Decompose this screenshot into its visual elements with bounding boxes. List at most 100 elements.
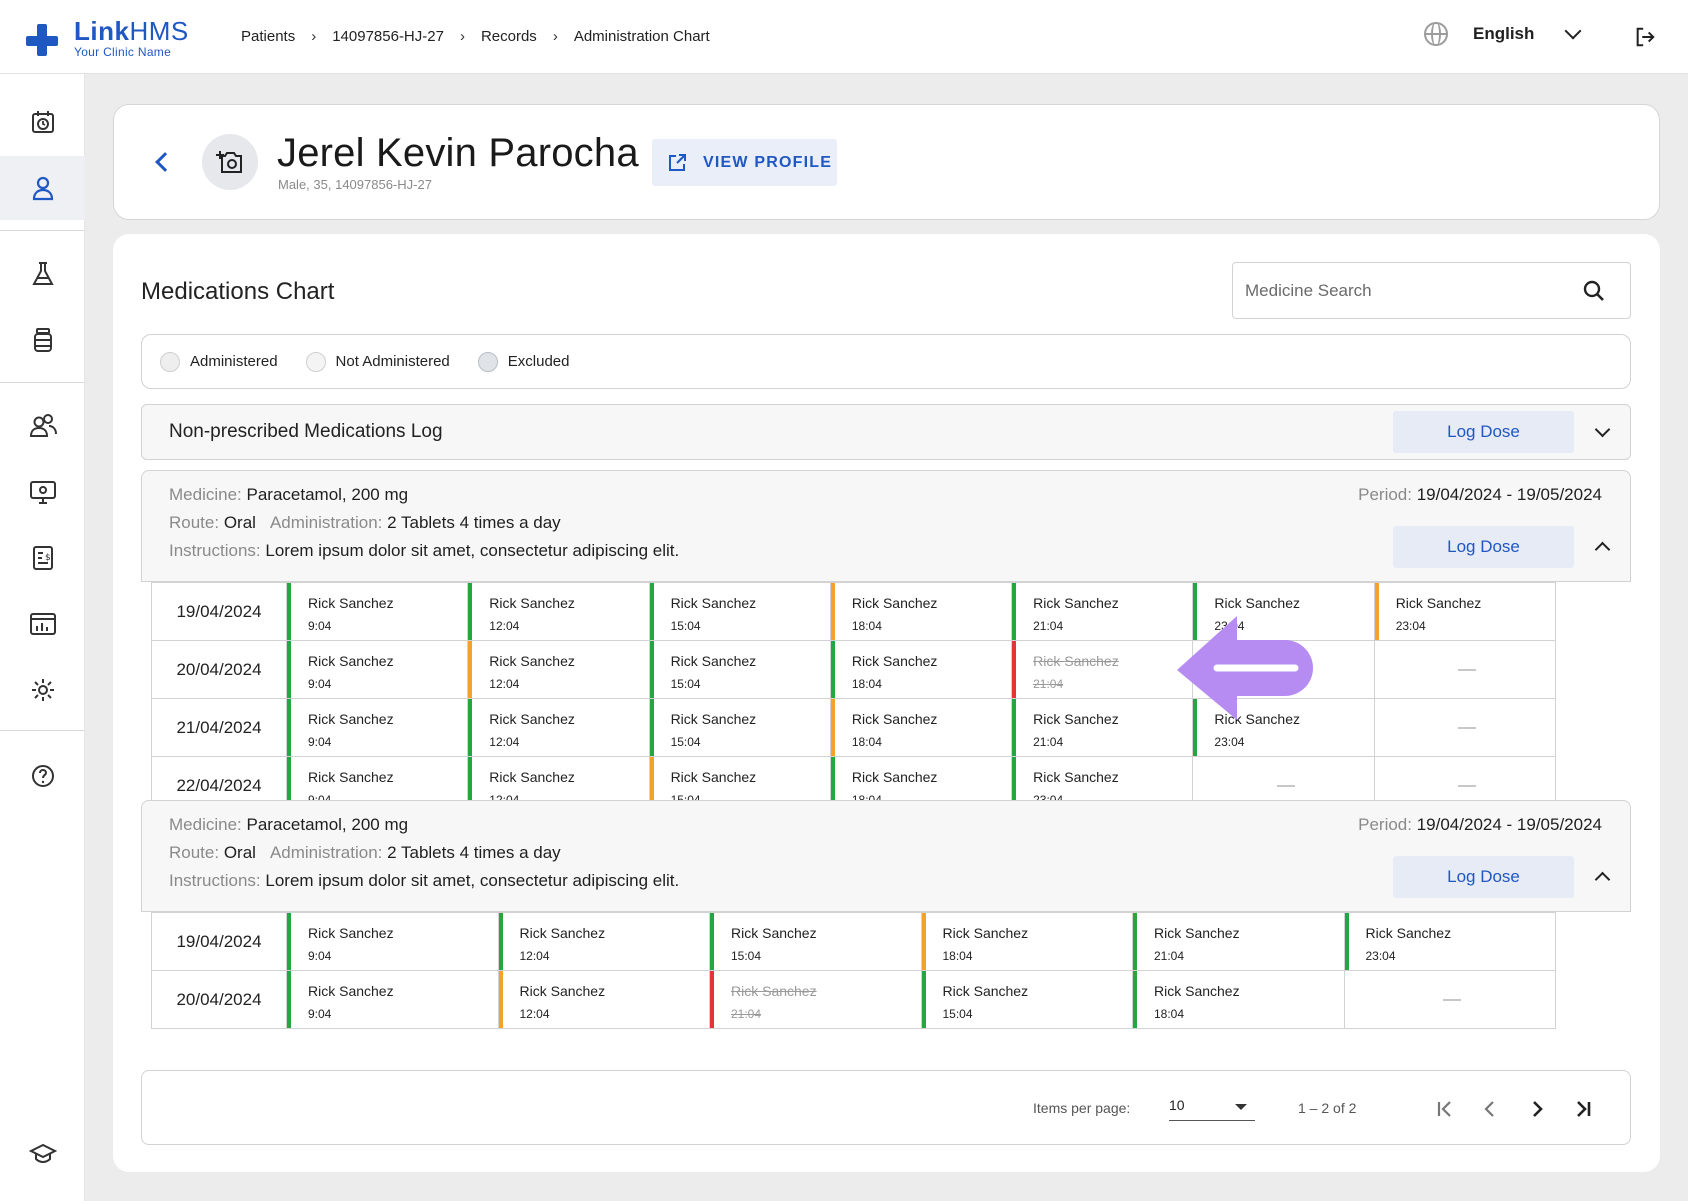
dose-cell[interactable]: Rick Sanchez 15:04 [648, 640, 831, 699]
medicine-value: Paracetamol, 200 mg [246, 485, 409, 504]
dose-cell[interactable]: Rick Sanchez 18:04 [829, 640, 1013, 699]
dose-time: 15:04 [670, 735, 701, 749]
dose-cell[interactable]: Rick Sanchez 9:04 [286, 912, 499, 971]
dose-cell[interactable]: Rick Sanchez 18:04 [829, 698, 1013, 757]
sidebar-item-training[interactable] [0, 1122, 85, 1186]
administered-by: Rick Sanchez [1033, 769, 1119, 785]
dose-cell[interactable] [1373, 640, 1557, 699]
dose-row: 19/04/2024 Rick Sanchez 9:04 Rick Sanchez 12… [151, 582, 1557, 641]
sidebar-item-pharmacy[interactable] [0, 308, 85, 372]
administered-by: Rick Sanchez [670, 769, 757, 785]
dose-entry: Rick Sanchez 21:04 [1133, 913, 1344, 970]
last-page-icon[interactable] [1571, 1097, 1595, 1121]
dose-cell[interactable]: Rick Sanchez 15:04 [709, 912, 922, 971]
avatar[interactable] [202, 134, 258, 190]
dose-entry: Rick Sanchez 9:04 [287, 583, 467, 640]
dose-cell[interactable]: Rick Sanchez 12:04 [467, 582, 650, 641]
breadcrumb-patient-id[interactable]: 14097856-HJ-27 [332, 28, 444, 45]
legend-label: Administered [190, 353, 278, 370]
patient-name: Jerel Kevin Parocha [277, 131, 639, 175]
administered-by: Rick Sanchez [308, 595, 394, 611]
dose-time: 18:04 [851, 735, 882, 749]
dose-entry: Rick Sanchez 18:04 [830, 641, 1011, 698]
next-page-icon[interactable] [1525, 1097, 1549, 1121]
administered-by: Rick Sanchez [1154, 925, 1240, 941]
log-dose-button[interactable]: Log Dose [1393, 411, 1574, 453]
dose-row: 20/04/2024 Rick Sanchez 9:04 Rick Sanchez 12… [151, 640, 1557, 699]
dose-cell[interactable]: Rick Sanchez 15:04 [648, 582, 831, 641]
view-profile-label: VIEW PROFILE [703, 153, 833, 171]
dose-cell[interactable]: Rick Sanchez 9:04 [285, 698, 469, 757]
breadcrumb-patients[interactable]: Patients [241, 28, 296, 45]
chevron-down-icon[interactable] [1594, 421, 1611, 438]
breadcrumb-records[interactable]: Records [480, 28, 537, 45]
dose-cell[interactable]: Rick Sanchez 21:04 [1132, 912, 1345, 971]
first-page-icon[interactable] [1433, 1097, 1457, 1121]
dose-cell[interactable]: Rick Sanchez 12:04 [467, 640, 650, 699]
app-logo[interactable]: LinkHMS Your Clinic Name [26, 18, 189, 59]
svg-text:$: $ [45, 553, 51, 563]
medicine-search [1232, 262, 1631, 319]
sidebar-item-reports[interactable] [0, 592, 85, 656]
dose-entry: Rick Sanchez 15:04 [649, 699, 830, 756]
non-prescribed-log-panel[interactable]: Non-prescribed Medications Log Log Dose [141, 404, 1631, 460]
previous-page-icon[interactable] [1478, 1097, 1502, 1121]
dose-cell[interactable]: Rick Sanchez 9:04 [285, 640, 469, 699]
non-prescribed-log-title: Non-prescribed Medications Log [169, 421, 443, 442]
empty-dose-dash [1375, 699, 1555, 756]
period-label: Period: [1358, 815, 1412, 834]
medicine-search-input[interactable] [1233, 263, 1573, 318]
items-per-page-select[interactable]: 10 [1169, 1097, 1255, 1121]
brand-name: Link [74, 16, 130, 46]
external-link-icon [669, 153, 686, 171]
legend-excluded: Excluded [477, 351, 570, 372]
dose-cell[interactable] [1343, 970, 1556, 1029]
log-dose-button[interactable]: Log Dose [1393, 856, 1574, 898]
chevron-down-icon [1564, 22, 1582, 40]
dose-cell[interactable] [1373, 698, 1557, 757]
sidebar-item-billing[interactable]: $ [0, 526, 85, 590]
dose-cell[interactable]: Rick Sanchez 15:04 [920, 970, 1133, 1029]
administered-by: Rick Sanchez [731, 983, 817, 999]
add-photo-icon [216, 151, 242, 173]
administration-label: Administration: [269, 513, 383, 532]
dose-cell[interactable]: Rick Sanchez 9:04 [285, 582, 469, 641]
dose-cell[interactable]: Rick Sanchez 15:04 [648, 698, 831, 757]
sidebar-item-settings[interactable] [0, 658, 85, 722]
dose-cell[interactable]: Rick Sanchez 12:04 [467, 698, 650, 757]
dose-cell[interactable]: Rick Sanchez 18:04 [1132, 970, 1345, 1029]
chevron-up-icon[interactable] [1594, 541, 1611, 558]
sidebar-item-help[interactable] [0, 744, 85, 808]
view-profile-button[interactable]: VIEW PROFILE [652, 139, 837, 186]
dose-cell[interactable]: Rick Sanchez 12:04 [497, 912, 710, 971]
items-per-page-label: Items per page: [1033, 1100, 1131, 1116]
administered-by: Rick Sanchez [942, 925, 1029, 941]
sidebar-item-staff[interactable] [0, 394, 85, 458]
dose-cell[interactable]: Rick Sanchez 18:04 [829, 582, 1013, 641]
dose-cell[interactable]: Rick Sanchez 12:04 [497, 970, 710, 1029]
dose-cell[interactable]: Rick Sanchez 21:04 [1011, 582, 1194, 641]
dose-time: 15:04 [670, 677, 701, 691]
sidebar-item-appointments[interactable] [0, 90, 85, 154]
log-dose-button[interactable]: Log Dose [1393, 526, 1574, 568]
sidebar-item-patients[interactable] [0, 156, 85, 220]
dose-cell[interactable]: Rick Sanchez 21:04 [1011, 698, 1194, 757]
administered-by: Rick Sanchez [851, 595, 938, 611]
dose-entry: Rick Sanchez 12:04 [498, 913, 710, 970]
sidebar-item-monitoring[interactable] [0, 460, 85, 524]
dose-time: 9:04 [308, 677, 332, 691]
dose-cell[interactable]: Rick Sanchez 21:04 [709, 970, 922, 1029]
back-arrow-icon[interactable] [155, 152, 175, 172]
administered-by: Rick Sanchez [308, 925, 394, 941]
language-selector[interactable]: English [1424, 22, 1582, 46]
dose-cell[interactable]: Rick Sanchez 23:04 [1343, 912, 1556, 971]
chevron-up-icon[interactable] [1594, 871, 1611, 888]
logout-icon[interactable] [1634, 26, 1656, 48]
dose-cell[interactable]: Rick Sanchez 23:04 [1373, 582, 1557, 641]
dose-cell[interactable]: Rick Sanchez 18:04 [920, 912, 1133, 971]
sidebar-item-laboratory[interactable] [0, 242, 85, 306]
search-icon[interactable] [1583, 280, 1605, 302]
legend-not-administered: Not Administered [305, 351, 450, 372]
dose-cell[interactable]: Rick Sanchez 9:04 [286, 970, 499, 1029]
dose-cell[interactable]: Rick Sanchez 21:04 [1011, 640, 1194, 699]
